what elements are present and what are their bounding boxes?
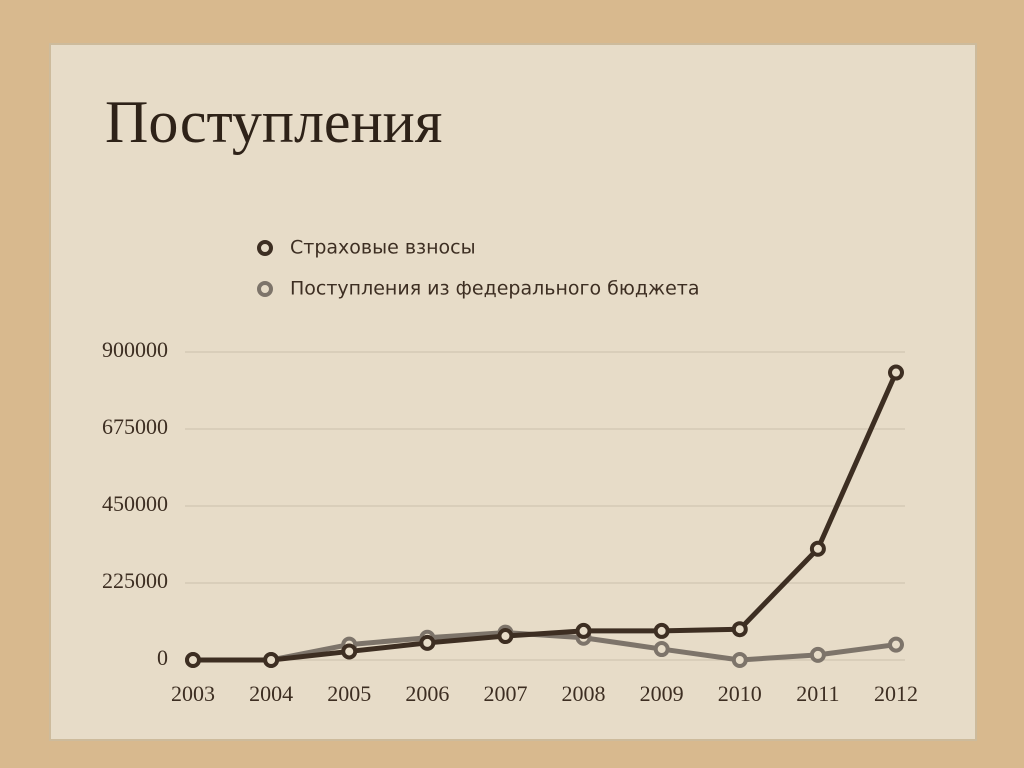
x-tick-label: 2004: [249, 681, 293, 706]
data-point: [809, 540, 826, 557]
data-point: [653, 622, 670, 639]
x-tick-label: 2008: [562, 681, 606, 706]
y-tick-label: 900000: [102, 337, 168, 362]
y-tick-label: 0: [157, 645, 168, 670]
data-point: [497, 628, 514, 645]
x-tick-label: 2009: [640, 681, 684, 706]
data-point: [419, 634, 436, 651]
data-point: [185, 652, 201, 668]
data-point: [263, 652, 280, 668]
data-point: [575, 622, 592, 639]
legend-marker: [257, 240, 273, 256]
chart-title: Поступления: [105, 89, 442, 155]
x-tick-label: 2003: [171, 681, 215, 706]
data-point: [653, 641, 670, 658]
data-point: [888, 364, 904, 381]
x-tick-label: 2006: [405, 681, 449, 706]
series-line: [193, 371, 899, 663]
data-point: [731, 652, 748, 668]
y-tick-label: 450000: [102, 491, 168, 516]
data-point: [731, 621, 748, 638]
data-point: [888, 636, 904, 653]
y-tick-label: 225000: [102, 568, 168, 593]
data-point: [809, 646, 826, 663]
x-tick-label: 2005: [327, 681, 371, 706]
x-tick-label: 2007: [483, 681, 527, 706]
x-tick-label: 2012: [874, 681, 918, 706]
x-tick-label: 2010: [718, 681, 762, 706]
paper: [49, 43, 977, 741]
data-point: [341, 643, 358, 660]
y-tick-label: 675000: [102, 414, 168, 439]
legend-label: Поступления из федерального бюджета: [290, 278, 700, 300]
legend-label: Страховые взносы: [290, 237, 476, 259]
legend-marker: [257, 281, 273, 297]
x-tick-label: 2011: [796, 681, 839, 706]
